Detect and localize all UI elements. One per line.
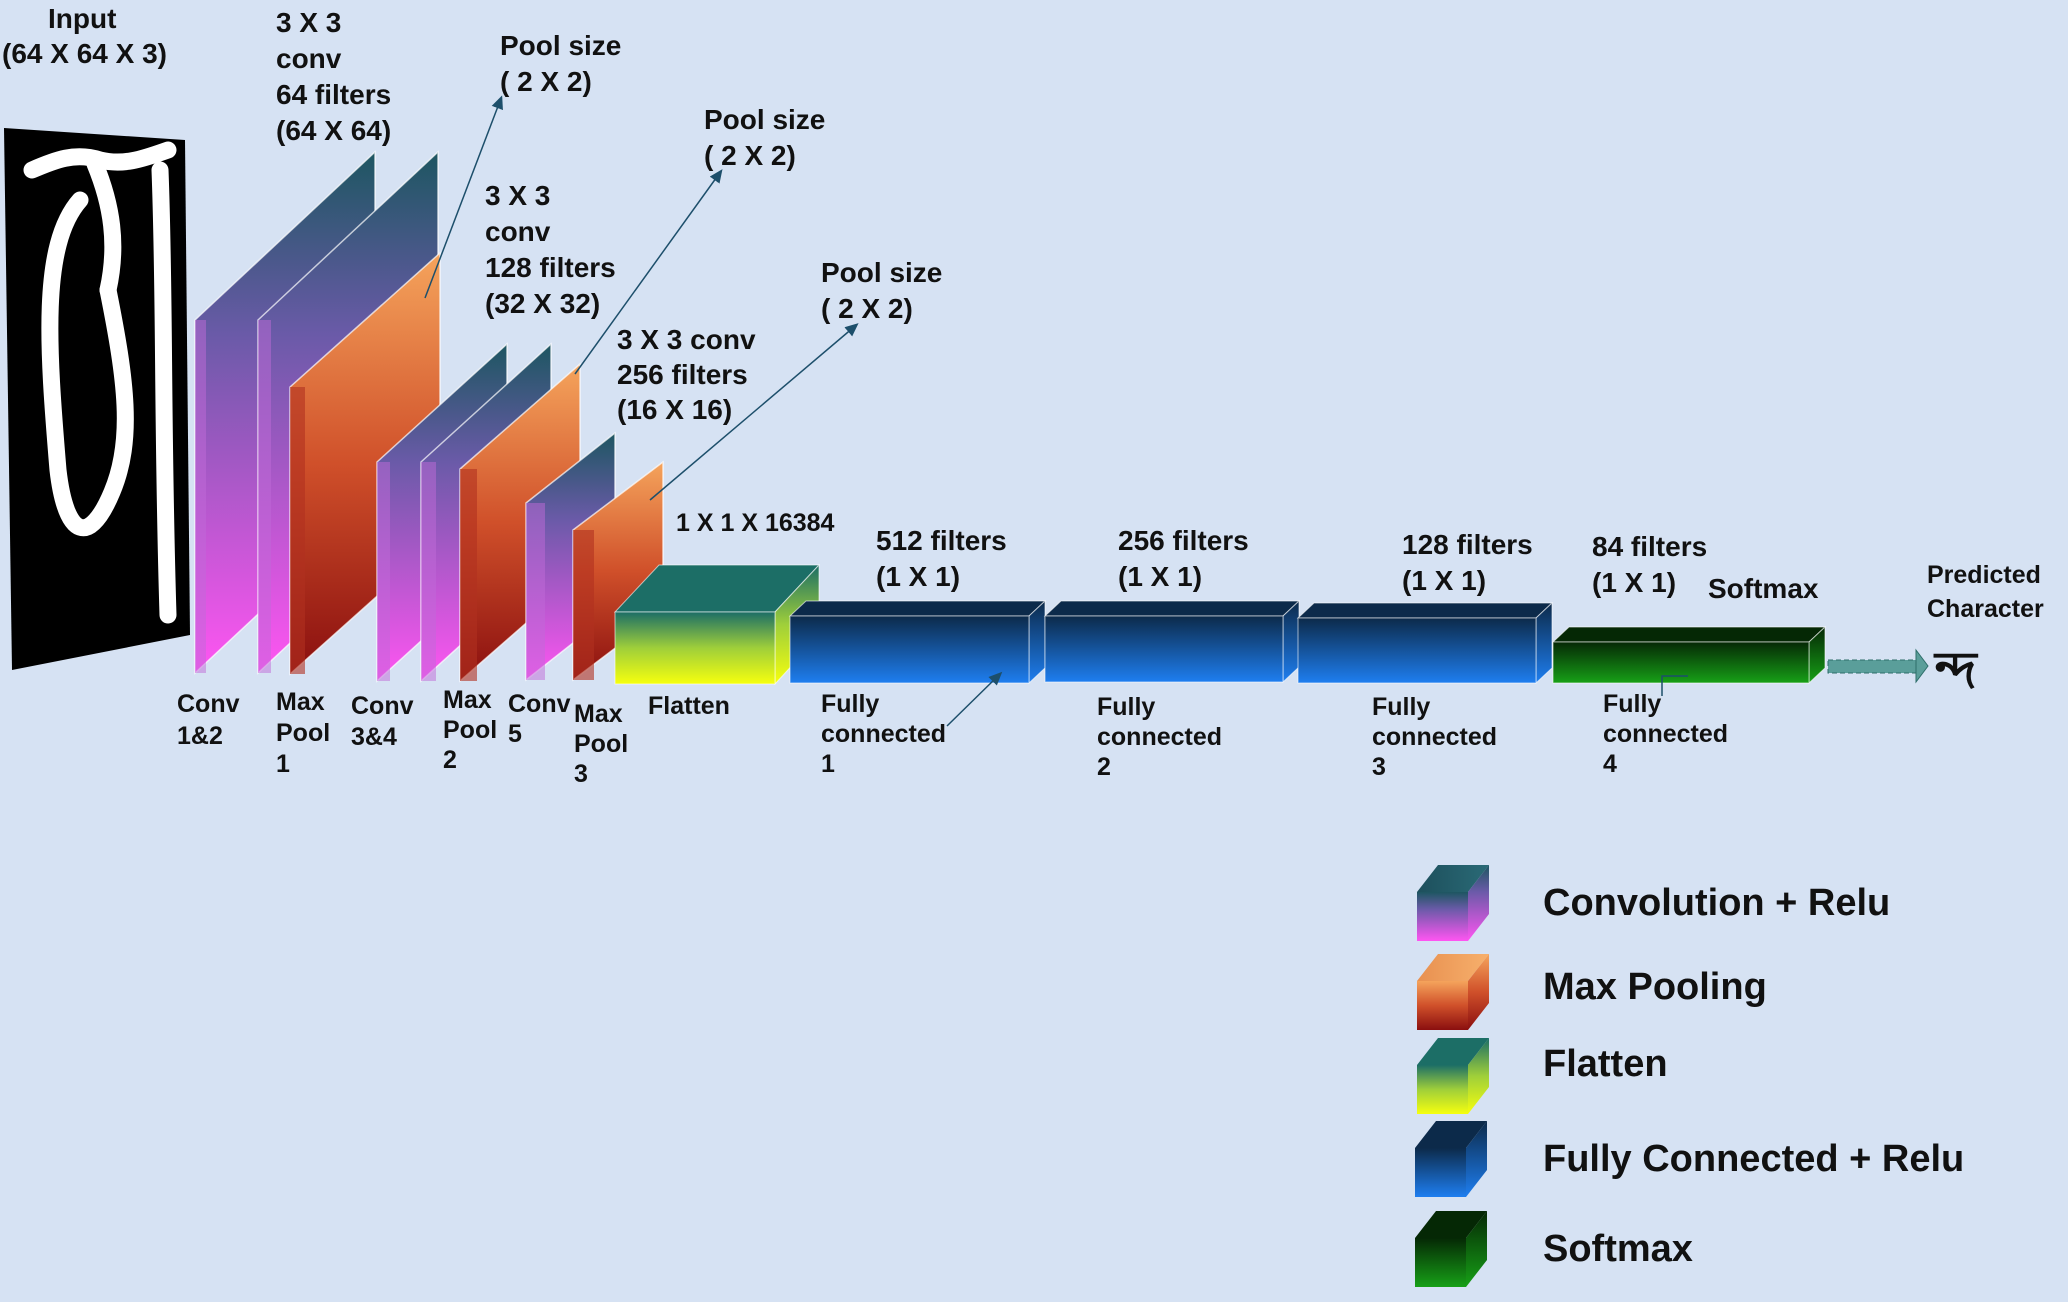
annotation-pool-1-line-2: ( 2 X 2) [500, 66, 592, 97]
predicted-label-line-2: Character [1927, 595, 2044, 623]
annotation-fc-1: 512 filters (1 X 1) [876, 525, 1007, 592]
label-conv-3-4-line-1: Conv [351, 692, 414, 720]
flatten-block [613, 563, 821, 686]
fc-1-block [788, 599, 1047, 685]
annotation-conv-1-2: 3 X 3 conv 64 filters (64 X 64) [276, 7, 391, 146]
annotation-pool-3-line-1: Pool size [821, 257, 942, 288]
annotation-fc-4-line-1: 84 filters [1592, 531, 1707, 562]
annotation-conv-3-4: 3 X 3 conv 128 filters (32 X 32) [485, 180, 616, 319]
label-fc-1-line-3: 1 [821, 750, 835, 778]
label-fc-4-line-2: connected [1603, 720, 1728, 748]
annotation-fc-2: 256 filters (1 X 1) [1118, 525, 1249, 592]
annotation-conv-1-2-line-1: 3 X 3 [276, 7, 341, 38]
annotation-pool-3: Pool size ( 2 X 2) [821, 257, 942, 324]
annotation-fc-3-line-2: (1 X 1) [1402, 565, 1486, 596]
annotation-conv-5-line-3: (16 X 16) [617, 394, 732, 425]
label-fc-2-line-2: connected [1097, 723, 1222, 751]
label-fc-2-line-3: 2 [1097, 753, 1111, 781]
label-fc-3-line-2: connected [1372, 723, 1497, 751]
annotation-fc-4: 84 filters (1 X 1) [1592, 531, 1707, 598]
annotation-conv-1-2-line-4: (64 X 64) [276, 115, 391, 146]
fc-3-block [1296, 601, 1554, 685]
softmax-block [1551, 625, 1827, 685]
label-pool-1-line-3: 1 [276, 750, 290, 778]
annotation-pool-2: Pool size ( 2 X 2) [704, 104, 825, 171]
bottom-labels: Conv 1&2 Max Pool 1 Conv 3&4 Max Pool 2 … [177, 686, 1728, 788]
label-fc-3-line-1: Fully [1372, 693, 1430, 721]
legend-label-softmax: Softmax [1543, 1228, 1693, 1270]
annotation-pointers [424, 95, 1688, 727]
label-conv-5-line-1: Conv [508, 690, 571, 718]
label-pool-2-line-2: Pool [443, 716, 497, 744]
legend: Convolution + Relu Max Pooling Flatten F… [1415, 865, 1964, 1287]
annotation-conv-3-4-line-1: 3 X 3 [485, 180, 550, 211]
annotation-fc-3-line-1: 128 filters [1402, 529, 1533, 560]
input-title: Input [48, 3, 116, 34]
annotation-conv-5-line-1: 3 X 3 conv [617, 324, 756, 355]
annotation-fc-4-line-2: (1 X 1) [1592, 567, 1676, 598]
predicted-character: ন্দ [1933, 641, 1979, 701]
legend-item-softmax: Softmax [1415, 1211, 1693, 1287]
predicted-label-line-1: Predicted [1927, 561, 2041, 589]
label-conv-1-2-line-1: Conv [177, 690, 240, 718]
label-pool-1-line-2: Pool [276, 719, 330, 747]
annotation-flatten: 1 X 1 X 16384 [676, 509, 835, 537]
legend-item-flatten: Flatten [1417, 1038, 1668, 1114]
legend-item-max-pooling: Max Pooling [1417, 954, 1767, 1030]
annotation-conv-1-2-line-3: 64 filters [276, 79, 391, 110]
annotation-fc-2-line-1: 256 filters [1118, 525, 1249, 556]
legend-item-fully-connected: Fully Connected + Relu [1415, 1121, 1964, 1197]
input-shape: (64 X 64 X 3) [2, 38, 167, 69]
annotation-conv-5: 3 X 3 conv 256 filters (16 X 16) [617, 324, 756, 425]
label-fc-3-line-3: 3 [1372, 753, 1386, 781]
annotation-softmax: Softmax [1708, 573, 1819, 604]
label-pool-2-line-1: Max [443, 686, 492, 714]
fc-2-block [1043, 599, 1301, 684]
legend-item-convolution: Convolution + Relu [1417, 865, 1890, 941]
label-fc-2-line-1: Fully [1097, 693, 1155, 721]
legend-label-convolution: Convolution + Relu [1543, 882, 1890, 924]
label-pool-3-line-1: Max [574, 700, 623, 728]
input-image: Input (64 X 64 X 3) [2, 3, 190, 670]
label-pool-2-line-3: 2 [443, 746, 457, 774]
annotation-conv-3-4-line-3: 128 filters [485, 252, 616, 283]
annotation-pool-1: Pool size ( 2 X 2) [500, 30, 621, 97]
annotation-fc-2-line-2: (1 X 1) [1118, 561, 1202, 592]
annotation-pool-2-line-2: ( 2 X 2) [704, 140, 796, 171]
label-flatten: Flatten [648, 692, 730, 720]
legend-label-flatten: Flatten [1543, 1043, 1668, 1085]
label-pool-3-line-3: 3 [574, 760, 588, 788]
legend-label-max-pooling: Max Pooling [1543, 966, 1767, 1008]
annotation-fc-1-line-1: 512 filters [876, 525, 1007, 556]
label-conv-3-4-line-2: 3&4 [351, 723, 397, 751]
annotation-conv-3-4-line-4: (32 X 32) [485, 288, 600, 319]
label-fc-1-line-2: connected [821, 720, 946, 748]
annotation-pool-2-line-1: Pool size [704, 104, 825, 135]
label-conv-1-2-line-2: 1&2 [177, 722, 223, 750]
output-arrow [1827, 648, 1929, 684]
label-fc-1-line-1: Fully [821, 690, 879, 718]
annotation-pool-1-line-1: Pool size [500, 30, 621, 61]
label-fc-4-line-1: Fully [1603, 690, 1661, 718]
annotation-fc-1-line-2: (1 X 1) [876, 561, 960, 592]
annotation-conv-5-line-2: 256 filters [617, 359, 748, 390]
label-fc-4-line-3: 4 [1603, 750, 1617, 778]
legend-label-fully-connected: Fully Connected + Relu [1543, 1138, 1964, 1180]
label-pool-3-line-2: Pool [574, 730, 628, 758]
annotation-pool-3-line-2: ( 2 X 2) [821, 293, 913, 324]
predicted-character-label: Predicted Character [1927, 561, 2044, 623]
label-conv-5-line-2: 5 [508, 720, 522, 748]
label-pool-1-line-1: Max [276, 688, 325, 716]
annotation-conv-3-4-line-2: conv [485, 216, 551, 247]
annotation-fc-3: 128 filters (1 X 1) [1402, 529, 1533, 596]
input-character-glyph [23, 141, 177, 624]
annotation-conv-1-2-line-2: conv [276, 43, 342, 74]
